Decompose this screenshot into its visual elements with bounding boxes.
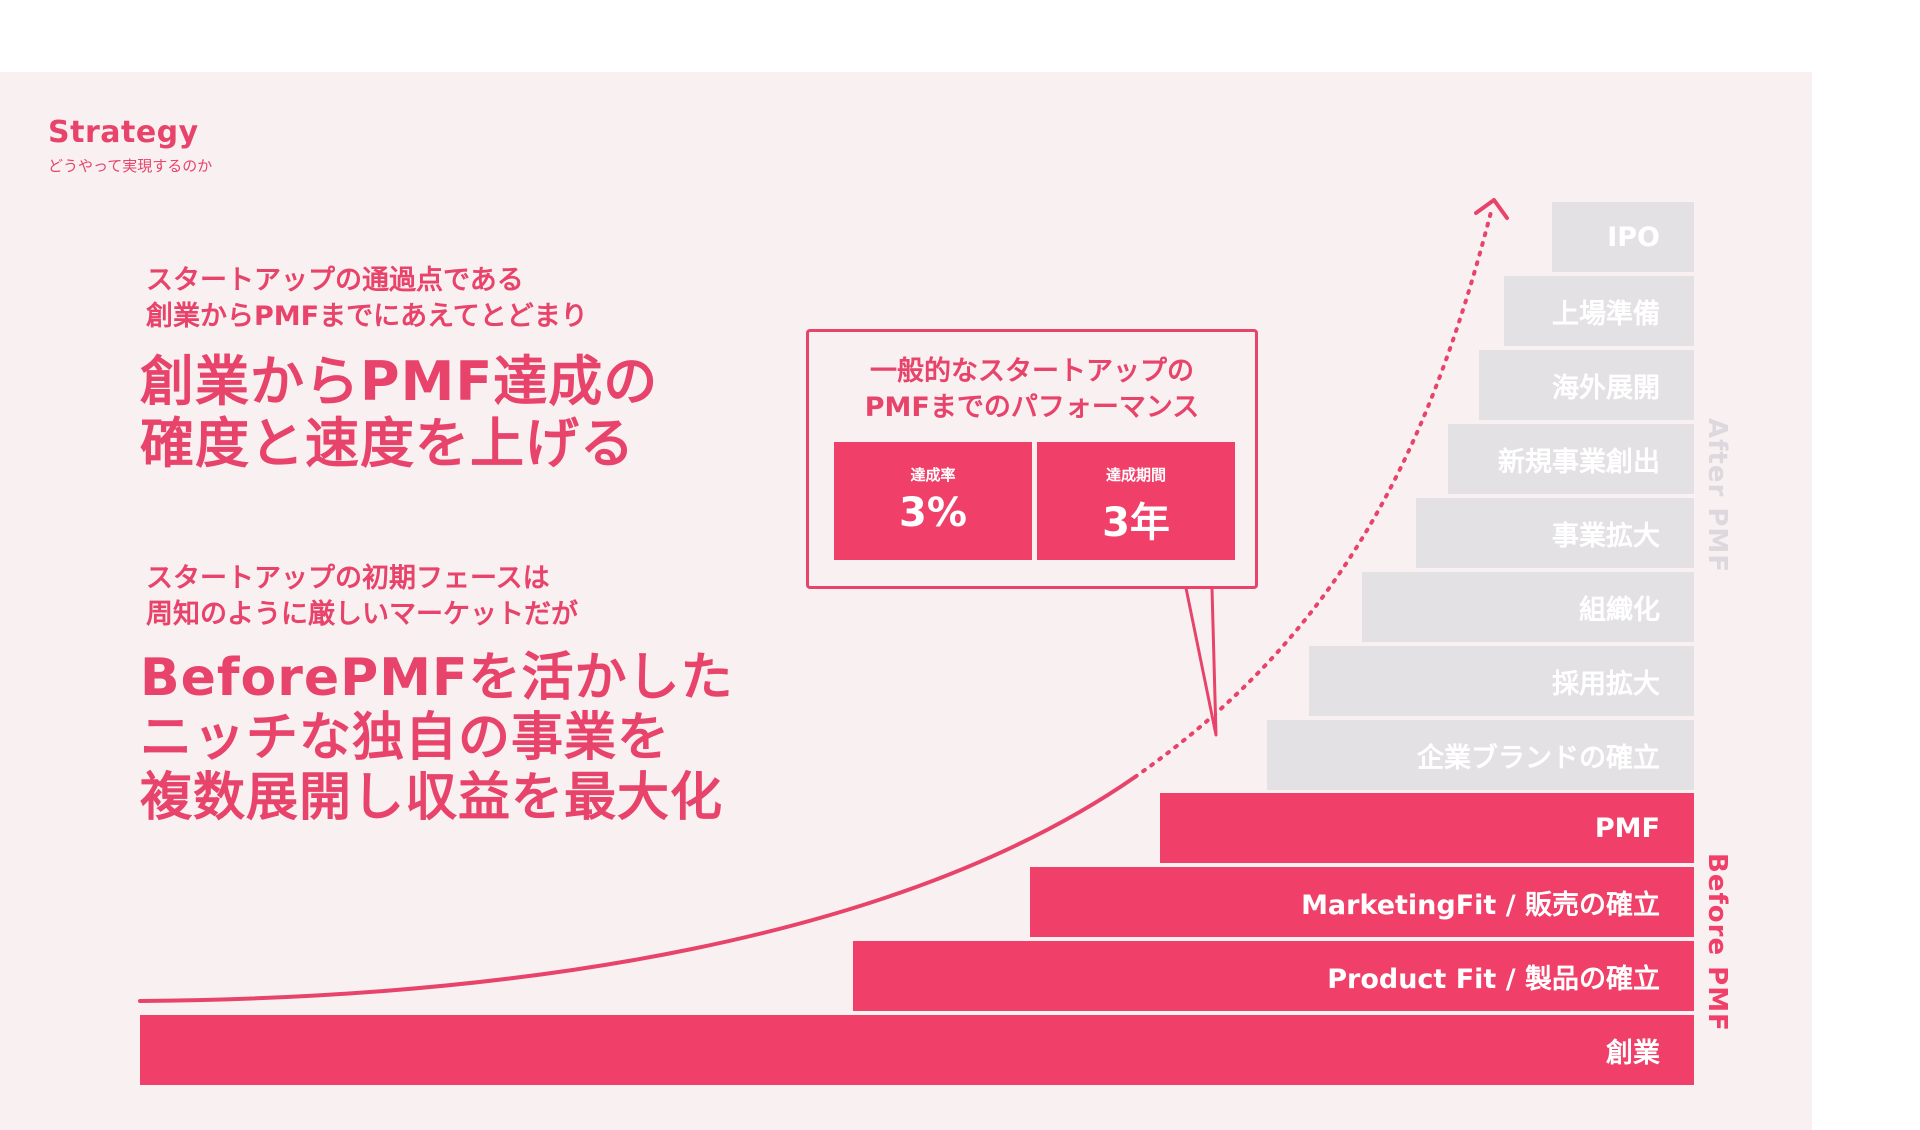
step-organization: 組織化 — [1362, 572, 1694, 642]
stat-achievement-rate: 達成率 3% — [834, 442, 1032, 560]
statement1-head-line1: 創業からPMF達成の — [140, 350, 659, 413]
arrowhead-icon — [1474, 198, 1509, 220]
step-marketing-fit: MarketingFit / 販売の確立 — [1030, 867, 1694, 937]
statement1-head-line2: 確度と速度を上げる — [140, 412, 635, 475]
section-subtitle: どうやって実現するのか — [48, 157, 213, 175]
step-founding: 創業 — [140, 1015, 1694, 1085]
step-overseas-expansion: 海外展開 — [1479, 350, 1694, 420]
step-business-expansion: 事業拡大 — [1416, 498, 1694, 568]
step-hiring-expansion: 採用拡大 — [1309, 646, 1694, 716]
statement1-lead: スタートアップの通過点である 創業からPMFまでにあえてとどまり — [146, 263, 588, 335]
callout-pointer — [1184, 587, 1218, 737]
stat-label: 達成率 — [910, 466, 956, 484]
step-new-business: 新規事業創出 — [1448, 424, 1694, 494]
performance-callout: 一般的なスタートアップの PMFまでのパフォーマンス 達成率 3% 達成期間 3… — [806, 329, 1258, 589]
statement1-lead-line2: 創業からPMFまでにあえてとどまり — [146, 301, 588, 332]
stat-value: 3% — [899, 490, 967, 536]
step-product-fit: Product Fit / 製品の確立 — [853, 941, 1694, 1011]
stat-value: 3年 — [1102, 500, 1170, 546]
statement2-lead-line2: 周知のように厳しいマーケットだが — [146, 599, 578, 630]
statement2-lead-line1: スタートアップの初期フェースは — [146, 563, 550, 594]
statement2-head-line1: BeforePMFを活かした — [140, 648, 734, 708]
stat-achievement-period: 達成期間 3年 — [1037, 442, 1235, 560]
phase-label-after-pmf: After PMF — [1702, 418, 1732, 574]
callout-title-line1: 一般的なスタートアップの — [870, 356, 1194, 387]
statement2-head-line3: 複数展開し収益を最大化 — [140, 768, 724, 828]
statement2-headline: BeforePMFを活かした ニッチな独自の事業を 複数展開し収益を最大化 — [140, 648, 734, 828]
statement1-lead-line1: スタートアップの通過点である — [146, 265, 524, 296]
step-ipo: IPO — [1552, 202, 1694, 272]
step-brand-establishment: 企業ブランドの確立 — [1267, 720, 1694, 790]
statement1-headline: 創業からPMF達成の 確度と速度を上げる — [140, 351, 658, 475]
step-listing-prep: 上場準備 — [1504, 276, 1694, 346]
stat-label: 達成期間 — [1105, 466, 1166, 484]
callout-title: 一般的なスタートアップの PMFまでのパフォーマンス — [809, 354, 1255, 426]
phase-label-before-pmf: Before PMF — [1702, 853, 1732, 1032]
section-title: Strategy — [48, 115, 199, 150]
statement2-head-line2: ニッチな独自の事業を — [140, 708, 671, 768]
statement2-lead: スタートアップの初期フェースは 周知のように厳しいマーケットだが — [146, 561, 578, 633]
callout-title-line2: PMFまでのパフォーマンス — [864, 392, 1200, 423]
step-pmf: PMF — [1160, 793, 1694, 863]
growth-curve-solid — [138, 775, 1137, 1003]
